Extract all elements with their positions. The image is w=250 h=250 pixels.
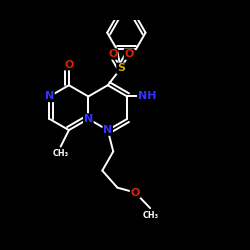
Text: O: O — [108, 49, 118, 59]
Text: N: N — [45, 92, 54, 102]
Text: CH₃: CH₃ — [142, 211, 158, 220]
Text: NH: NH — [138, 92, 156, 102]
Text: N: N — [103, 125, 113, 135]
Text: S: S — [117, 63, 125, 73]
Text: O: O — [64, 60, 74, 70]
Text: N: N — [84, 114, 93, 124]
Text: O: O — [130, 188, 140, 198]
Text: O: O — [124, 49, 134, 59]
Text: CH₃: CH₃ — [52, 149, 69, 158]
